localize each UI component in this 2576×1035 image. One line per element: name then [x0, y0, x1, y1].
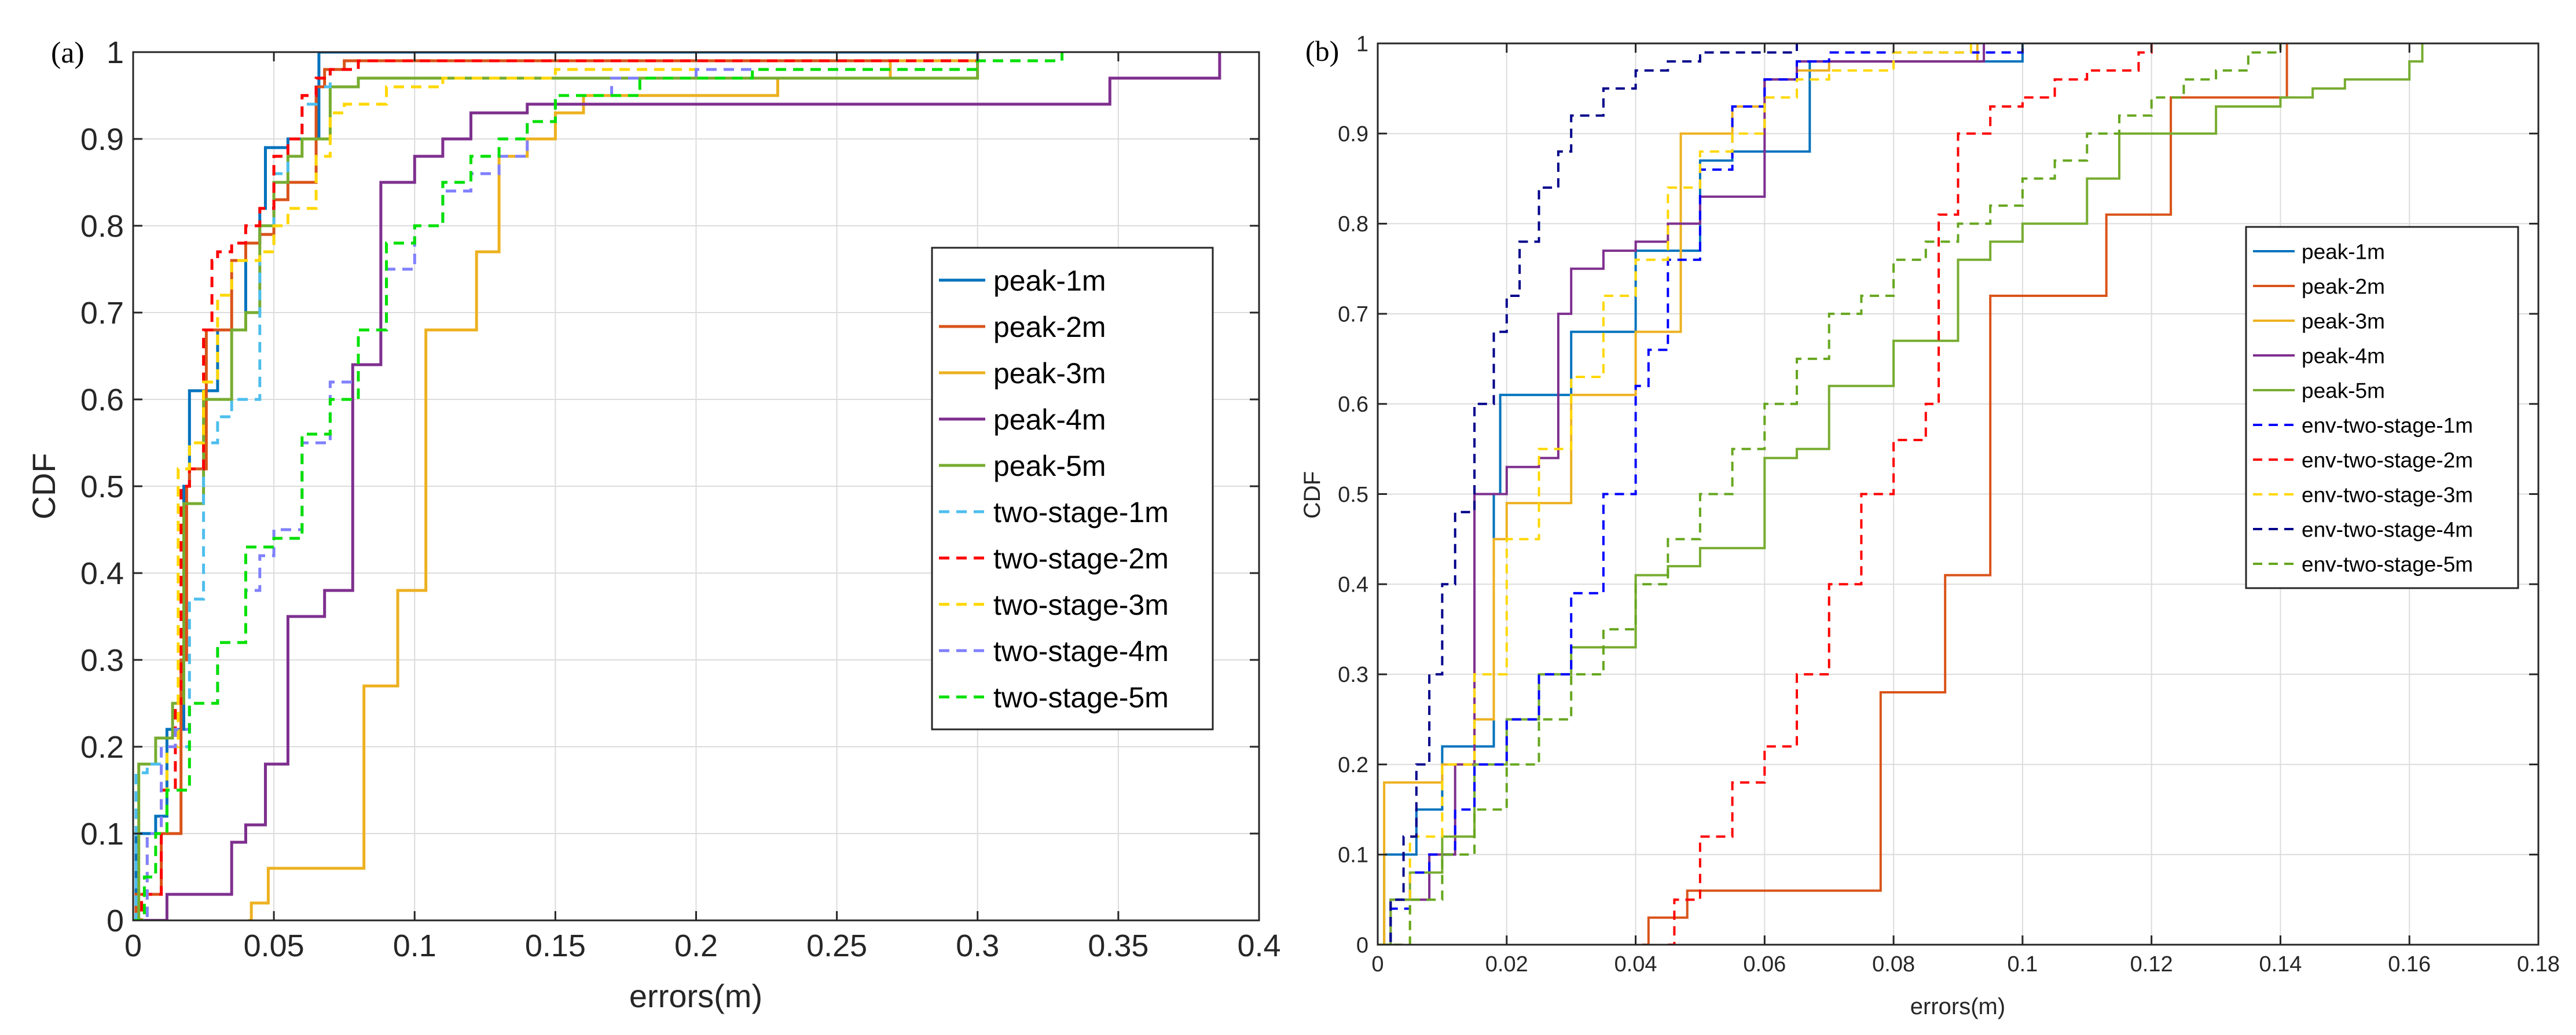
legend-label-peak-1m: peak-1m [993, 265, 1106, 297]
x-tick-label-0: 0 [1371, 952, 1384, 977]
legend: peak-1m peak-2m peak-3m peak-4m peak-5m env-t… [2245, 226, 2519, 589]
x-tick-label-3: 0.06 [1743, 952, 1786, 977]
y-tick-label-0: 0 [107, 904, 124, 938]
x-tick-label-5: 0.25 [806, 928, 867, 963]
y-tick-label-9: 0.9 [1338, 122, 1368, 146]
y-tick-label-2: 0.2 [1338, 753, 1368, 777]
x-tick-label-4: 0.2 [674, 928, 718, 963]
legend-label-env-two-stage-3m: env-two-stage-3m [2302, 483, 2473, 507]
y-axis-label: CDF [1300, 471, 1325, 519]
series-line-peak-3m [248, 52, 979, 920]
legend-label-peak-2m: peak-2m [2302, 274, 2385, 298]
legend-label-peak-4m: peak-4m [2302, 344, 2385, 368]
x-tick-label-7: 0.35 [1088, 928, 1148, 963]
legend-label-two-stage-4m: two-stage-4m [993, 635, 1169, 667]
series-line-env-two-stage-3m [1378, 43, 1972, 945]
legend-label-peak-4m: peak-4m [993, 403, 1106, 436]
legend-label-env-two-stage-1m: env-two-stage-1m [2302, 413, 2473, 437]
y-tick-label-5: 0.5 [80, 469, 124, 504]
y-tick-label-7: 0.7 [80, 296, 124, 331]
y-tick-label-3: 0.3 [80, 643, 124, 678]
series-group [133, 52, 1221, 920]
x-tick-label-8: 0.16 [2388, 952, 2431, 977]
x-tick-label-6: 0.12 [2130, 952, 2173, 977]
legend-label-peak-3m: peak-3m [993, 357, 1106, 390]
y-tick-label-4: 0.4 [80, 556, 124, 591]
x-tick-label-2: 0.04 [1614, 952, 1657, 977]
series-line-peak-4m [133, 52, 1221, 920]
x-tick-label-1: 0.02 [1485, 952, 1528, 977]
y-tick-label-3: 0.3 [1338, 663, 1368, 687]
y-tick-label-8: 0.8 [80, 209, 124, 244]
y-tick-label-2: 0.2 [80, 730, 124, 765]
legend-label-env-two-stage-4m: env-two-stage-4m [2302, 518, 2473, 541]
x-tick-label-8: 0.4 [1237, 928, 1280, 963]
legend-label-env-two-stage-2m: env-two-stage-2m [2302, 448, 2473, 472]
legend-label-peak-5m: peak-5m [993, 450, 1106, 482]
y-tick-label-10: 1 [1356, 32, 1368, 56]
legend-label-env-two-stage-5m: env-two-stage-5m [2302, 552, 2473, 576]
y-tick-label-6: 0.6 [1338, 392, 1368, 417]
legend-box [931, 247, 1214, 731]
x-tick-label-6: 0.3 [956, 928, 999, 963]
series-line-env-two-stage-4m [1378, 43, 1798, 945]
y-tick-label-6: 0.6 [80, 383, 124, 417]
x-tick-label-7: 0.14 [2259, 952, 2302, 977]
legend-label-two-stage-2m: two-stage-2m [993, 542, 1169, 575]
legend-label-peak-3m: peak-3m [2302, 309, 2385, 333]
series-line-env-two-stage-2m [1668, 43, 2153, 945]
legend-label-two-stage-1m: two-stage-1m [993, 496, 1169, 528]
y-axis-label: CDF [25, 453, 62, 519]
legend-label-two-stage-3m: two-stage-3m [993, 589, 1169, 621]
x-tick-label-4: 0.08 [1872, 952, 1915, 977]
series-line-env-two-stage-1m [1378, 43, 2024, 945]
legend-label-peak-1m: peak-1m [2302, 240, 2385, 263]
x-tick-label-3: 0.15 [525, 928, 586, 963]
series-line-env-two-stage-5m [1378, 43, 2282, 945]
panel-a: 0 0.05 0.1 0.15 0.2 0.25 0.3 0.35 0.4 0 0.1 0.2 0.3 0… [25, 35, 1281, 1014]
y-tick-label-1: 0.1 [1338, 843, 1368, 868]
x-axis-label: errors(m) [1910, 994, 2005, 1019]
y-tick-label-7: 0.7 [1338, 302, 1368, 326]
y-tick-label-5: 0.5 [1338, 483, 1368, 507]
legend-label-two-stage-5m: two-stage-5m [993, 681, 1169, 714]
x-axis-label: errors(m) [629, 978, 762, 1014]
y-tick-label-0: 0 [1356, 933, 1368, 957]
y-tick-label-8: 0.8 [1338, 212, 1368, 237]
legend-label-peak-5m: peak-5m [2302, 379, 2385, 402]
panel-b: 0 0.02 0.04 0.06 0.08 0.1 0.12 0.14 0.16 0.18 0 0.1… [1300, 32, 2560, 1019]
legend-label-peak-2m: peak-2m [993, 311, 1106, 343]
series-line-two-stage-5m [133, 52, 1064, 920]
panel-label: (b) [1305, 35, 1339, 67]
series-line-two-stage-3m [133, 52, 979, 920]
x-tick-label-0: 0 [124, 928, 142, 963]
y-tick-label-4: 0.4 [1338, 573, 1368, 597]
panel-label: (a) [51, 36, 85, 69]
legend: peak-1m peak-2m peak-3m peak-4m peak-5m two-s… [931, 247, 1214, 731]
series-group [1378, 43, 2424, 945]
series-line-two-stage-2m [133, 52, 979, 920]
series-line-peak-2m [1642, 43, 2288, 945]
x-tick-label-9: 0.18 [2517, 952, 2560, 977]
x-tick-label-2: 0.1 [393, 928, 436, 963]
series-line-peak-1m [1378, 43, 2024, 945]
y-tick-label-9: 0.9 [80, 122, 124, 157]
y-tick-label-1: 0.1 [80, 817, 124, 852]
x-tick-label-1: 0.05 [244, 928, 304, 963]
y-tick-label-10: 1 [107, 35, 124, 70]
x-tick-label-5: 0.1 [2007, 952, 2038, 977]
